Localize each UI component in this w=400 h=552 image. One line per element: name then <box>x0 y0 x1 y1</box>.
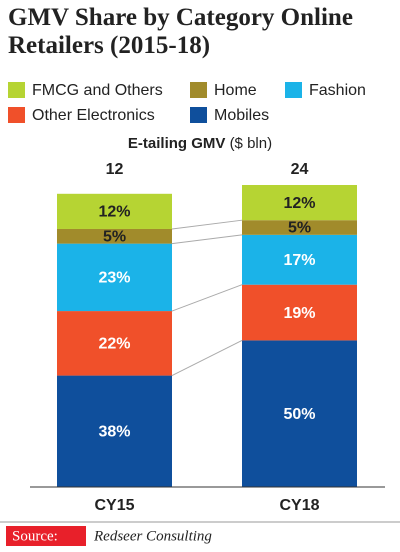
legend-swatch <box>8 82 25 98</box>
bar-total: 24 <box>291 161 309 178</box>
value-label: 12% <box>98 204 130 221</box>
value-label: 19% <box>283 305 315 322</box>
legend-swatch <box>190 82 207 98</box>
connector <box>171 219 243 230</box>
bar-segment <box>242 340 357 487</box>
chart-title: GMV Share by Category Online Retailers (… <box>8 4 353 59</box>
value-label: 22% <box>98 336 130 353</box>
value-label: 5% <box>288 220 311 237</box>
connector <box>171 339 243 377</box>
legend-label: Home <box>214 82 257 99</box>
legend-label: Mobiles <box>214 107 269 124</box>
legend-swatch <box>285 82 302 98</box>
bar-segment <box>57 311 172 376</box>
bar-segment <box>57 243 172 312</box>
legend-label: Other Electronics <box>32 107 155 124</box>
value-label: 5% <box>103 229 126 246</box>
value-label: 12% <box>283 195 315 212</box>
axis-unit: ($ bln) <box>230 135 273 152</box>
value-label: 23% <box>98 270 130 287</box>
bar-segment <box>242 220 357 235</box>
legend-swatch <box>8 107 25 123</box>
legend-swatch <box>190 107 207 123</box>
bar-segment <box>242 185 357 221</box>
connector <box>171 234 243 245</box>
axis-title: E-tailing GMV ($ bln) <box>128 135 272 152</box>
x-tick-label: CY15 <box>94 497 134 514</box>
source-label: Source: <box>12 528 58 544</box>
bar-segment <box>57 228 172 244</box>
value-label: 50% <box>283 406 315 423</box>
bar-segment <box>242 234 357 285</box>
x-tick-label: CY18 <box>279 497 319 514</box>
bar-segment <box>57 375 172 487</box>
bar-segment <box>57 193 172 229</box>
bar-segment <box>242 284 357 341</box>
legend-label: Fashion <box>309 82 366 99</box>
bar-total: 12 <box>106 161 124 178</box>
legend-label: FMCG and Others <box>32 82 163 99</box>
axis-title-main: E-tailing GMV <box>128 135 226 152</box>
connector <box>171 284 243 312</box>
source-box <box>6 526 86 546</box>
value-label: 17% <box>283 252 315 269</box>
source: Redseer Consulting <box>93 528 212 544</box>
value-label: 38% <box>98 424 130 441</box>
